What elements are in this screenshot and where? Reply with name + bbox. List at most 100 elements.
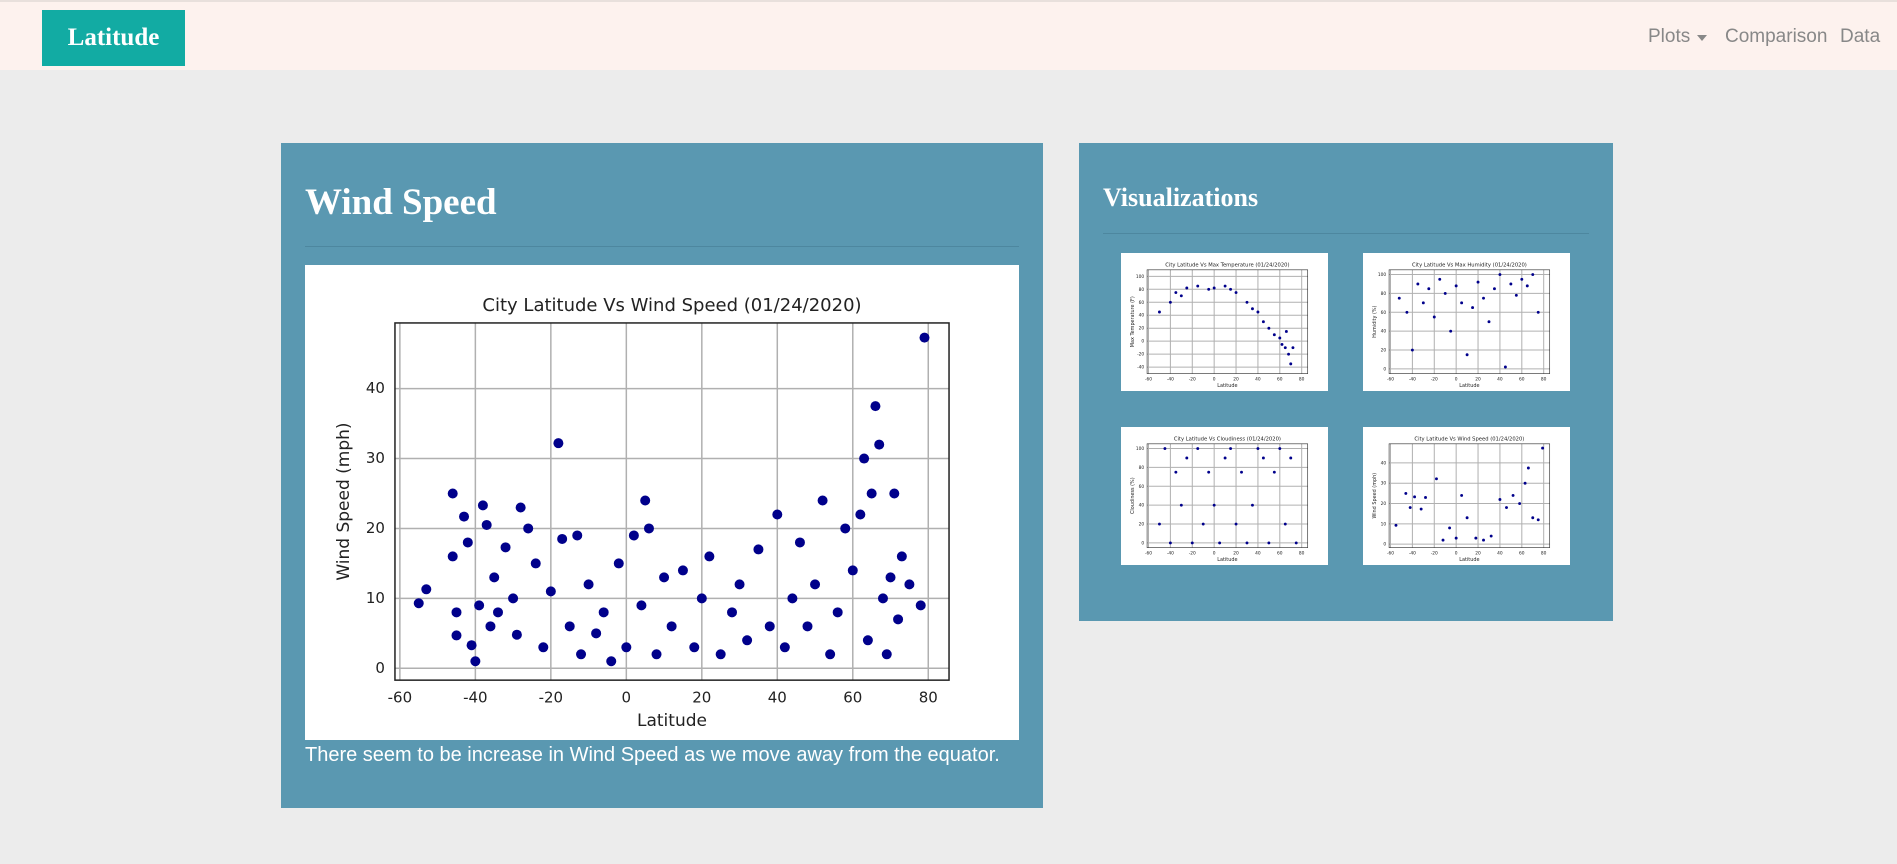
y-tick-label: 40 bbox=[366, 379, 385, 397]
x-tick-label: 20 bbox=[1475, 376, 1481, 382]
point bbox=[564, 621, 575, 632]
point bbox=[764, 621, 775, 632]
point bbox=[1448, 526, 1452, 530]
chart-title: City Latitude Vs Max Humidity (01/24/202… bbox=[1412, 262, 1527, 268]
point bbox=[1526, 466, 1530, 470]
chart-title: City Latitude Vs Wind Speed (01/24/2020) bbox=[482, 295, 861, 316]
point bbox=[1201, 522, 1205, 526]
point bbox=[1482, 538, 1485, 542]
x-tick-label: 80 bbox=[1299, 550, 1305, 556]
sidebar-panel: Visualizations -60 -40 -20 0 20 40 60 80 -40 -20 0… bbox=[1079, 143, 1613, 621]
thumbnail[interactable]: -60 -40 -20 0 20 40 60 80 0 20 40 60 80 100 City Latit… bbox=[1121, 427, 1328, 565]
point bbox=[840, 523, 851, 534]
point bbox=[1541, 446, 1545, 450]
x-tick-label: -20 bbox=[1189, 550, 1196, 556]
x-tick-label: 20 bbox=[1475, 550, 1481, 556]
point bbox=[877, 593, 888, 604]
point bbox=[459, 511, 470, 522]
point bbox=[530, 558, 541, 569]
caret bbox=[1696, 35, 1707, 41]
chart: -60 -40 -20 0 20 40 60 80-40-20020406080100City… bbox=[1130, 262, 1309, 389]
x-tick-label: 0 bbox=[1213, 550, 1216, 556]
point bbox=[500, 542, 511, 553]
point bbox=[1287, 352, 1291, 356]
point bbox=[915, 600, 926, 611]
thumbnail[interactable]: -60 -40 -20 0 20 40 60 80 0 10 20 30 40 City Latitude… bbox=[1363, 427, 1570, 565]
y-tick-label: 40 bbox=[1381, 329, 1387, 335]
chart: -60 -40 -20 0 20 40 60 80 0 10 20 30 40 City Latitude… bbox=[334, 295, 950, 731]
y-tick-label: 80 bbox=[1381, 291, 1387, 297]
point bbox=[1476, 280, 1480, 284]
nav-link[interactable]: Data bbox=[1840, 26, 1881, 47]
point bbox=[572, 530, 583, 541]
nav-link[interactable]: Plots bbox=[1648, 26, 1708, 48]
point bbox=[1278, 336, 1282, 340]
point bbox=[1489, 534, 1493, 538]
chart: -60 -40 -20 0 20 40 60 80 0 20 40 60 80 100 City Latit… bbox=[1372, 262, 1551, 389]
point bbox=[1419, 507, 1423, 511]
thumbnail[interactable]: -60 -40 -20 0 20 40 60 80 0 20 40 60 80 100 City Latit… bbox=[1363, 253, 1570, 391]
point bbox=[1234, 522, 1238, 526]
point bbox=[870, 401, 881, 412]
point bbox=[1505, 506, 1508, 510]
point bbox=[1229, 447, 1233, 451]
y-tick-label: 40 bbox=[1139, 503, 1145, 509]
point bbox=[794, 537, 805, 548]
point bbox=[643, 523, 654, 534]
point bbox=[640, 495, 651, 506]
point bbox=[515, 502, 526, 513]
brand[interactable]: Latitude bbox=[42, 10, 185, 66]
point bbox=[1245, 541, 1249, 545]
point bbox=[1251, 503, 1254, 507]
point bbox=[451, 630, 462, 641]
x-tick-label: 80 bbox=[1299, 376, 1305, 382]
y-tick-label: 20 bbox=[1139, 522, 1145, 528]
point bbox=[481, 519, 492, 530]
point bbox=[1229, 287, 1233, 291]
point bbox=[1474, 536, 1478, 540]
y-tick-label: 20 bbox=[1139, 326, 1145, 332]
y-axis-label: Max Temperature (F) bbox=[1130, 296, 1136, 347]
point bbox=[1432, 315, 1436, 319]
point bbox=[859, 453, 870, 464]
point bbox=[1168, 541, 1172, 545]
y-tick-label: 0 bbox=[1383, 366, 1386, 372]
x-tick-label: -20 bbox=[1189, 376, 1196, 382]
point bbox=[1267, 326, 1271, 330]
x-tick-label: -60 bbox=[1145, 550, 1152, 556]
point bbox=[621, 642, 632, 653]
chart: -60 -40 -20 0 20 40 60 80 0 20 40 60 80 100 City Latit… bbox=[1130, 436, 1309, 563]
y-axis-label: Wind Speed (mph) bbox=[1372, 473, 1378, 519]
point bbox=[1280, 342, 1284, 346]
y-tick-label: 40 bbox=[1381, 460, 1387, 466]
heading: Wind Speed bbox=[305, 182, 497, 223]
nav-link[interactable]: Comparison bbox=[1725, 26, 1828, 47]
point bbox=[466, 640, 477, 651]
point bbox=[1498, 498, 1502, 501]
point bbox=[1289, 456, 1293, 460]
point bbox=[523, 523, 534, 534]
point bbox=[1223, 284, 1227, 288]
x-tick-label: -20 bbox=[1431, 550, 1438, 556]
point bbox=[1518, 502, 1522, 505]
point bbox=[1179, 294, 1183, 298]
point bbox=[1482, 296, 1485, 300]
point bbox=[1196, 284, 1200, 288]
x-axis-label: Latitude bbox=[1217, 383, 1237, 389]
x-tick-label: 80 bbox=[1541, 376, 1547, 382]
thumbnail[interactable]: -60 -40 -20 0 20 40 60 80 -40 -20 0 20 40 60 80 100 City… bbox=[1121, 253, 1328, 391]
point bbox=[874, 439, 885, 450]
navbar: Latitude Plots Comparison Data bbox=[0, 0, 1897, 70]
point bbox=[896, 551, 907, 562]
y-tick-label: 40 bbox=[1139, 313, 1145, 319]
point bbox=[1256, 447, 1260, 451]
point bbox=[1207, 287, 1211, 291]
point bbox=[1503, 365, 1507, 369]
point bbox=[862, 635, 873, 646]
x-tick-label: -40 bbox=[1167, 550, 1174, 556]
point bbox=[1525, 284, 1529, 288]
point bbox=[485, 621, 496, 632]
point bbox=[1283, 522, 1287, 526]
point bbox=[825, 649, 836, 660]
point bbox=[1454, 536, 1458, 540]
